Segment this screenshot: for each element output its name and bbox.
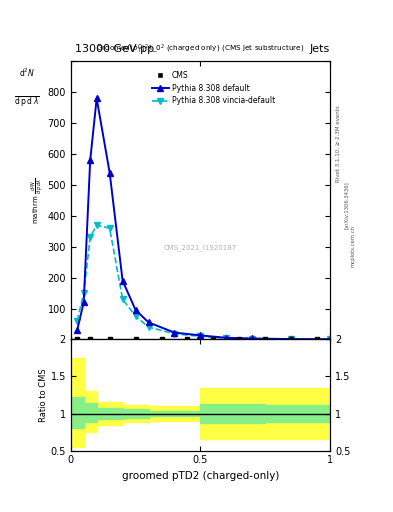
Pythia 8.308 vincia-default: [250, 336, 255, 342]
Pythia 8.308 default: [88, 157, 93, 163]
Text: $\mathrm{d}^2N$: $\mathrm{d}^2N$: [18, 67, 35, 79]
Pythia 8.308 default: [250, 335, 255, 342]
Pythia 8.308 vincia-default: [94, 222, 99, 228]
Pythia 8.308 vincia-default: [81, 290, 86, 296]
Pythia 8.308 default: [328, 336, 332, 343]
Pythia 8.308 vincia-default: [198, 333, 203, 339]
Pythia 8.308 vincia-default: [120, 296, 125, 302]
Line: Pythia 8.308 vincia-default: Pythia 8.308 vincia-default: [74, 222, 333, 342]
Pythia 8.308 default: [120, 278, 125, 284]
X-axis label: groomed pTD2 (charged-only): groomed pTD2 (charged-only): [122, 471, 279, 481]
Y-axis label: Ratio to CMS: Ratio to CMS: [39, 368, 48, 422]
CMS: [185, 336, 190, 342]
Line: Pythia 8.308 default: Pythia 8.308 default: [74, 96, 333, 342]
Pythia 8.308 vincia-default: [224, 335, 229, 341]
Pythia 8.308 vincia-default: [172, 331, 177, 337]
Pythia 8.308 default: [289, 336, 294, 342]
Pythia 8.308 default: [146, 319, 151, 326]
Text: [arXiv:1306.3436]: [arXiv:1306.3436]: [344, 181, 349, 229]
Text: 2: 2: [324, 342, 330, 352]
Pythia 8.308 default: [172, 330, 177, 336]
Text: CMS_2021_I1920187: CMS_2021_I1920187: [164, 244, 237, 251]
Text: Rivet 3.1.10, ≥ 2.3M events: Rivet 3.1.10, ≥ 2.3M events: [336, 105, 341, 182]
Pythia 8.308 default: [75, 327, 79, 333]
Pythia 8.308 default: [107, 169, 112, 176]
Text: mcplots.cern.ch: mcplots.cern.ch: [351, 225, 356, 267]
CMS: [88, 336, 93, 342]
CMS: [211, 336, 216, 342]
Pythia 8.308 vincia-default: [289, 336, 294, 342]
Pythia 8.308 vincia-default: [133, 313, 138, 319]
Pythia 8.308 default: [224, 335, 229, 341]
Pythia 8.308 vincia-default: [146, 324, 151, 330]
Pythia 8.308 default: [198, 332, 203, 338]
Pythia 8.308 vincia-default: [75, 318, 79, 324]
CMS: [159, 336, 164, 342]
Pythia 8.308 vincia-default: [107, 225, 112, 231]
CMS: [237, 336, 242, 342]
Text: Groomed$(p_T^D)^2\lambda\_0^2$ (charged only) (CMS jet substructure): Groomed$(p_T^D)^2\lambda\_0^2$ (charged …: [96, 42, 305, 56]
Pythia 8.308 vincia-default: [88, 234, 93, 241]
CMS: [107, 336, 112, 342]
CMS: [263, 336, 268, 342]
Text: 13000 GeV pp: 13000 GeV pp: [75, 44, 154, 54]
Legend: CMS, Pythia 8.308 default, Pythia 8.308 vincia-default: CMS, Pythia 8.308 default, Pythia 8.308 …: [152, 71, 275, 105]
CMS: [315, 336, 320, 342]
Pythia 8.308 default: [94, 95, 99, 101]
Y-axis label: mathrm $\frac{d^2N}{d\,p\,d\,\lambda}$: mathrm $\frac{d^2N}{d\,p\,d\,\lambda}$: [29, 177, 46, 224]
Pythia 8.308 default: [133, 307, 138, 313]
Text: Jets: Jets: [310, 44, 330, 54]
CMS: [75, 336, 79, 342]
CMS: [289, 336, 294, 342]
Pythia 8.308 default: [81, 299, 86, 305]
Pythia 8.308 vincia-default: [328, 336, 332, 343]
Line: CMS: CMS: [75, 336, 320, 341]
CMS: [133, 336, 138, 342]
Text: $\overline{\mathrm{d}\,\mathrm{p}\;\mathrm{d}\,\lambda}$: $\overline{\mathrm{d}\,\mathrm{p}\;\math…: [14, 95, 39, 109]
